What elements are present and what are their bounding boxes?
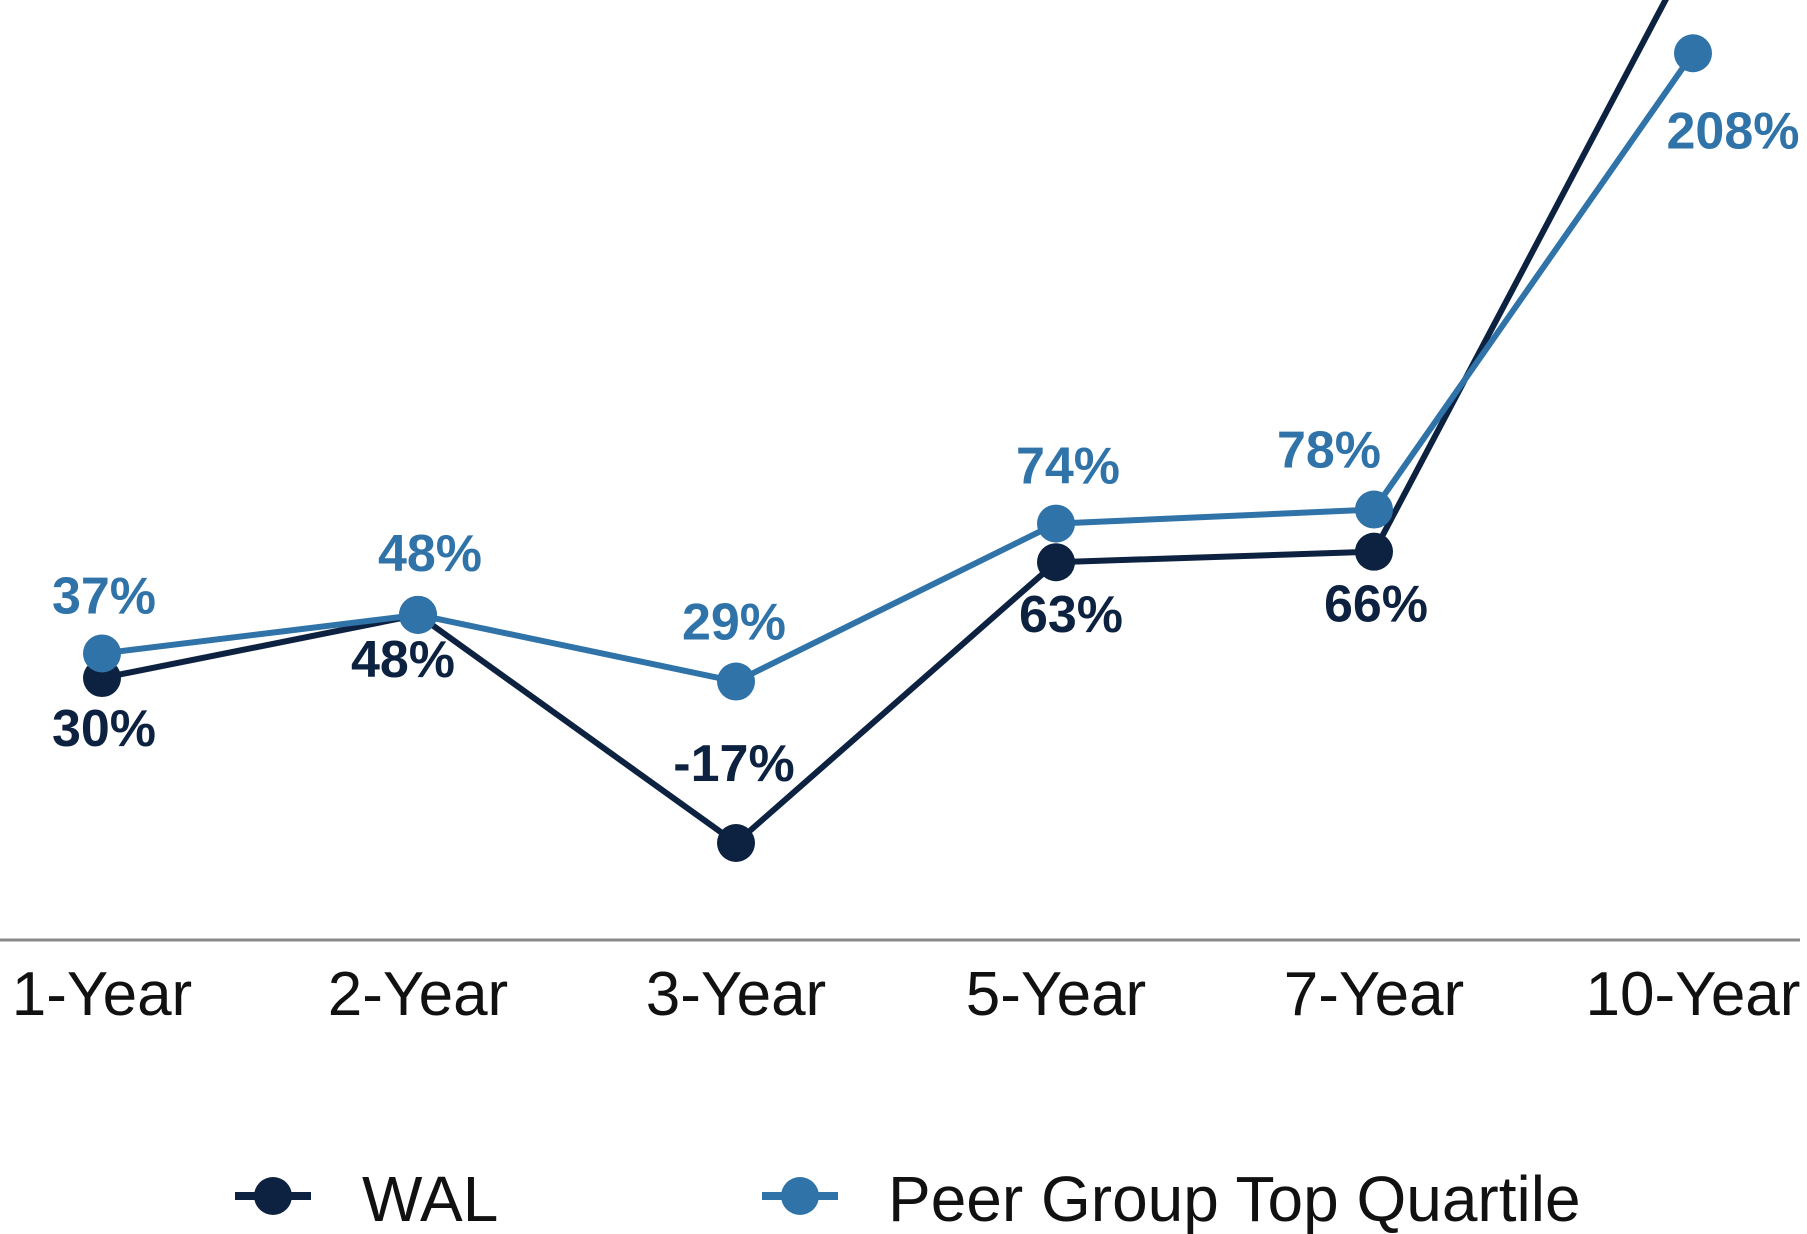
x-tick-label: 2-Year [328, 960, 508, 1029]
data-label: 29% [682, 594, 786, 652]
data-label: 48% [351, 631, 455, 689]
x-tick-label: 10-Year [1586, 960, 1801, 1029]
data-point [1674, 34, 1712, 73]
data-point [1037, 543, 1075, 582]
data-point [1037, 504, 1075, 543]
series-wal [83, 0, 1669, 862]
data-label: 30% [52, 700, 156, 758]
x-tick-label: 7-Year [1284, 960, 1464, 1029]
x-tick-label: 1-Year [12, 960, 192, 1029]
legend-swatch-marker [254, 1177, 292, 1215]
data-label: 74% [1016, 438, 1120, 496]
series-line-1 [101, 51, 1696, 685]
data-label: 48% [378, 525, 482, 583]
series-line-0 [101, 0, 1669, 846]
legend-item: Peer Group Top Quartile [762, 1163, 1581, 1234]
legend-swatch-marker [781, 1177, 819, 1215]
legend-label: Peer Group Top Quartile [888, 1163, 1581, 1234]
series-peer-group-top-quartile [83, 34, 1712, 701]
x-tick-layer: 1-Year 2-Year 3-Year 5-Year 7-Year 10-Year [12, 960, 1801, 1029]
x-tick-label: 5-Year [966, 960, 1146, 1029]
series-layer [83, 0, 1712, 862]
data-label: 66% [1324, 576, 1428, 634]
data-point [1355, 532, 1393, 571]
data-label: 63% [1019, 586, 1123, 644]
legend-item: WAL [235, 1163, 498, 1234]
data-point [717, 662, 755, 701]
data-label: 208% [1667, 102, 1800, 160]
x-tick-label: 3-Year [646, 960, 826, 1029]
data-label: 78% [1277, 422, 1381, 480]
legend-label: WAL [362, 1163, 498, 1234]
data-label: 37% [52, 567, 156, 625]
data-point [717, 824, 755, 862]
data-point [399, 595, 437, 634]
data-label-layer: 30%48%-17%63%66%238%37%48%29%74%78%208% [52, 102, 1800, 793]
legend: WAL Peer Group Top Quartile [235, 1163, 1581, 1234]
data-point [1355, 490, 1393, 529]
data-label: -17% [673, 735, 794, 793]
data-point [83, 634, 121, 673]
